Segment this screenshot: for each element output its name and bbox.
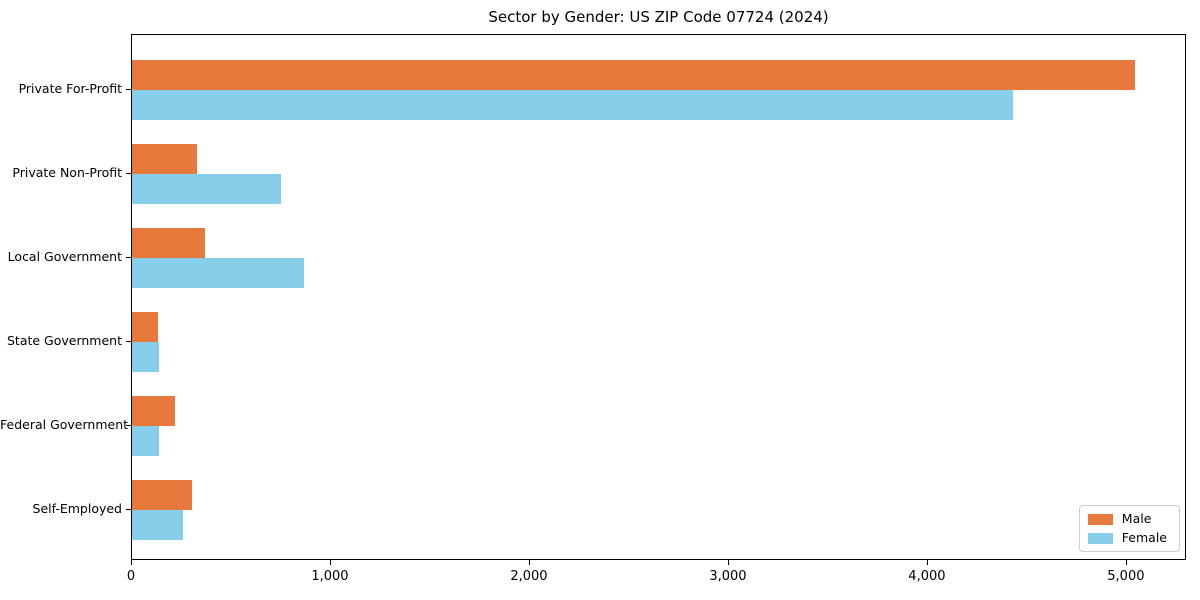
y-tick-label: Local Government (7, 249, 122, 264)
male-bar (132, 228, 205, 258)
male-bar (132, 144, 197, 174)
x-tick-mark (1125, 560, 1127, 565)
y-tick-mark (126, 509, 131, 510)
legend-item-male: Male (1087, 511, 1167, 526)
x-tick-label: 3,000 (709, 569, 747, 584)
x-tick-label: 2,000 (510, 569, 548, 584)
y-tick-label: Self-Employed (32, 501, 122, 516)
x-tick-label: 0 (126, 569, 136, 584)
x-tick-label: 5,000 (1107, 569, 1145, 584)
female-bar (132, 90, 1014, 120)
y-tick-label: Private Non-Profit (12, 165, 122, 180)
male-series-swatch (1087, 513, 1113, 525)
x-tick-mark (329, 560, 331, 565)
x-tick-mark (727, 560, 729, 565)
female-bar (132, 258, 304, 288)
legend: Male Female (1078, 505, 1180, 552)
y-tick-mark (126, 173, 131, 174)
male-bar (132, 480, 192, 510)
female-bar (132, 342, 159, 372)
legend-label-male: Male (1121, 511, 1152, 526)
y-tick-mark (126, 257, 131, 258)
y-tick-mark (126, 425, 131, 426)
female-series-swatch (1087, 532, 1113, 544)
y-tick-label: Private For-Profit (18, 81, 122, 96)
female-bar (132, 510, 183, 540)
female-bar (132, 174, 281, 204)
female-bar (132, 426, 160, 456)
x-tick-mark (926, 560, 928, 565)
x-tick-label: 4,000 (908, 569, 946, 584)
legend-label-female: Female (1121, 530, 1167, 545)
x-tick-mark (131, 560, 132, 565)
plot-area: Male Female (131, 34, 1186, 560)
male-bar (132, 396, 175, 426)
chart-title: Sector by Gender: US ZIP Code 07724 (202… (488, 8, 829, 26)
y-tick-label: State Government (6, 333, 122, 348)
male-bar (132, 60, 1135, 90)
y-tick-label: Federal Government (0, 417, 129, 432)
y-tick-mark (126, 89, 131, 90)
x-tick-mark (528, 560, 530, 565)
y-tick-mark (126, 341, 131, 342)
legend-item-female: Female (1087, 530, 1167, 545)
male-bar (132, 312, 158, 342)
x-tick-label: 1,000 (311, 569, 349, 584)
